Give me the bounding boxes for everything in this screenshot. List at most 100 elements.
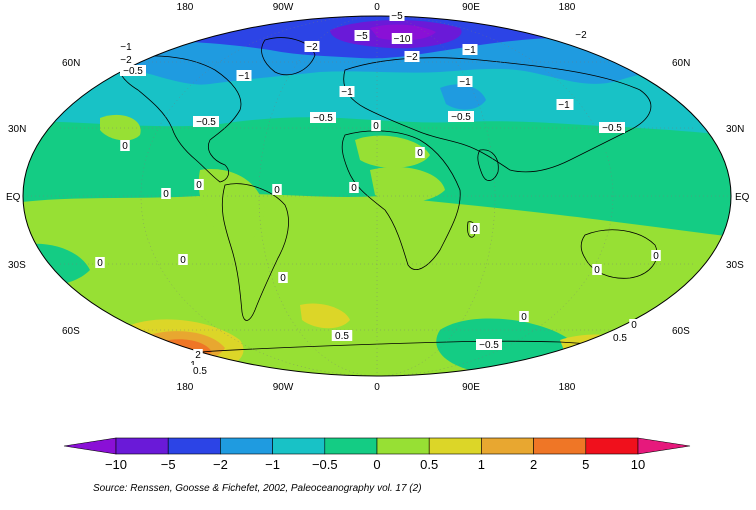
- svg-text:0: 0: [351, 183, 357, 194]
- contour-label: 0: [371, 120, 381, 132]
- colorbar-label: 5: [582, 457, 589, 472]
- contour-label: −2: [118, 54, 134, 66]
- right-lat-label: 60S: [672, 326, 690, 337]
- colorbar-label: 2: [530, 457, 537, 472]
- svg-text:0: 0: [97, 258, 103, 269]
- svg-text:0: 0: [274, 185, 280, 196]
- svg-text:0: 0: [163, 189, 169, 200]
- contour-label: −2: [573, 29, 589, 41]
- svg-text:−0.5: −0.5: [313, 113, 333, 124]
- contour-label: 0.5: [189, 365, 211, 377]
- colorbar-box: [533, 437, 587, 455]
- left-lat-label: EQ: [6, 192, 21, 203]
- svg-text:−1: −1: [558, 100, 570, 111]
- svg-text:0: 0: [417, 148, 423, 159]
- contour-label: 2: [193, 349, 203, 361]
- top-lon-label: 90E: [462, 2, 480, 13]
- colorbar-box: [376, 437, 430, 455]
- svg-text:−2: −2: [120, 55, 132, 66]
- left-lat-label: 30S: [8, 260, 26, 271]
- map-fill: [23, 16, 731, 376]
- svg-text:−1: −1: [341, 87, 353, 98]
- svg-text:0: 0: [594, 265, 600, 276]
- svg-text:0: 0: [631, 320, 637, 331]
- svg-text:0: 0: [122, 141, 128, 152]
- svg-text:0: 0: [373, 121, 379, 132]
- right-lat-label: 30S: [726, 260, 744, 271]
- svg-text:0: 0: [196, 180, 202, 191]
- svg-text:−0.5: −0.5: [451, 112, 471, 123]
- contour-label: −0.5: [193, 116, 219, 128]
- contour-label: −2: [404, 51, 420, 63]
- svg-text:0.5: 0.5: [193, 366, 207, 377]
- colorbar-box: [324, 437, 378, 455]
- contour-label: 0: [349, 182, 359, 194]
- contour-labels: −5 −5 −10 −2 −2 −1 −2 −1 −0.5 −1 −2 −1 −1 −1 −0.5 −0.5 −…: [95, 10, 661, 377]
- svg-text:−5: −5: [391, 11, 403, 22]
- contour-label: −0.5: [120, 65, 146, 77]
- contour-label: −1: [236, 70, 252, 82]
- bottom-lon-label: 90W: [273, 382, 294, 393]
- contour-label: −1: [339, 86, 355, 98]
- svg-text:−1: −1: [238, 71, 250, 82]
- svg-text:−0.5: −0.5: [123, 66, 143, 77]
- colorbar-box: [585, 437, 639, 455]
- svg-text:−5: −5: [356, 31, 368, 42]
- bottom-lon-label: 180: [559, 382, 576, 393]
- graticule: [23, 16, 731, 376]
- colorbar-legend: −10 −5 −2 −1 −0.5 0 0.5 1 2 5 10: [63, 437, 691, 472]
- colorbar-box: [637, 437, 691, 455]
- contour-label: −1: [462, 44, 478, 56]
- contour-label: 0: [178, 254, 188, 266]
- contour-label: 0: [592, 264, 602, 276]
- svg-text:0: 0: [653, 251, 659, 262]
- globe-outline: [22, 15, 732, 377]
- contour-label: 0.5: [609, 332, 631, 344]
- left-lat-label: 30N: [8, 124, 26, 135]
- colorbar-label: −10: [105, 457, 127, 472]
- colorbar-label: −2: [213, 457, 228, 472]
- right-lat-label: 30N: [726, 124, 744, 135]
- svg-text:−1: −1: [120, 42, 132, 53]
- contour-label: 0: [278, 272, 288, 284]
- svg-text:−1: −1: [464, 45, 476, 56]
- svg-text:−2: −2: [306, 42, 318, 53]
- colorbar-box: [272, 437, 326, 455]
- contour-label: 0: [194, 179, 204, 191]
- right-lat-label: EQ: [735, 192, 750, 203]
- colorbar-label: 1: [478, 457, 485, 472]
- left-lat-label: 60N: [62, 58, 80, 69]
- svg-text:0.5: 0.5: [613, 333, 627, 344]
- bottom-lon-label: 0: [374, 382, 380, 393]
- svg-text:0: 0: [280, 273, 286, 284]
- colorbar-box: [481, 437, 534, 455]
- contour-label: 0.5: [331, 330, 353, 342]
- svg-text:−0.5: −0.5: [602, 123, 622, 134]
- svg-text:−10: −10: [394, 34, 411, 45]
- colorbar-label: −1: [265, 457, 280, 472]
- colorbar-boxes: [63, 437, 691, 455]
- contour-label: 0: [120, 140, 130, 152]
- svg-text:−2: −2: [406, 52, 418, 63]
- svg-text:0: 0: [521, 312, 527, 323]
- right-lat-label: 60N: [672, 58, 690, 69]
- bottom-longitude-labels: 180 90W 0 90E 180: [177, 382, 576, 393]
- contour-label: −0.5: [448, 111, 474, 123]
- svg-text:0: 0: [472, 224, 478, 235]
- source-caption: Source: Renssen, Goosse & Fichefet, 2002…: [93, 483, 422, 494]
- svg-text:−1: −1: [459, 77, 471, 88]
- svg-text:−0.5: −0.5: [196, 117, 216, 128]
- colorbar-label: −0.5: [312, 457, 338, 472]
- colorbar-labels: −10 −5 −2 −1 −0.5 0 0.5 1 2 5 10: [105, 457, 645, 472]
- contour-label: 0: [519, 311, 529, 323]
- contour-label: −2: [304, 41, 320, 53]
- contour-label: 0: [161, 188, 171, 200]
- contour-label: −1: [556, 99, 572, 111]
- colorbar-box: [428, 437, 482, 455]
- contour-label: −0.5: [476, 339, 502, 351]
- contour-label: 0: [272, 184, 282, 196]
- colorbar-label: −5: [161, 457, 176, 472]
- contour-label: −5: [354, 30, 370, 42]
- left-lat-label: 60S: [62, 326, 80, 337]
- svg-text:0: 0: [180, 255, 186, 266]
